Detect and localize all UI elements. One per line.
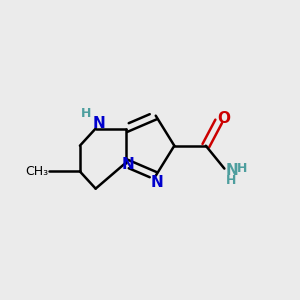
Text: N: N [151, 175, 164, 190]
Text: CH₃: CH₃ [26, 165, 49, 178]
Text: H: H [237, 162, 247, 175]
Text: N: N [225, 163, 238, 178]
Text: O: O [217, 111, 230, 126]
Text: H: H [81, 107, 92, 120]
Text: N: N [93, 116, 105, 131]
Text: H: H [226, 173, 237, 187]
Text: N: N [122, 157, 134, 172]
